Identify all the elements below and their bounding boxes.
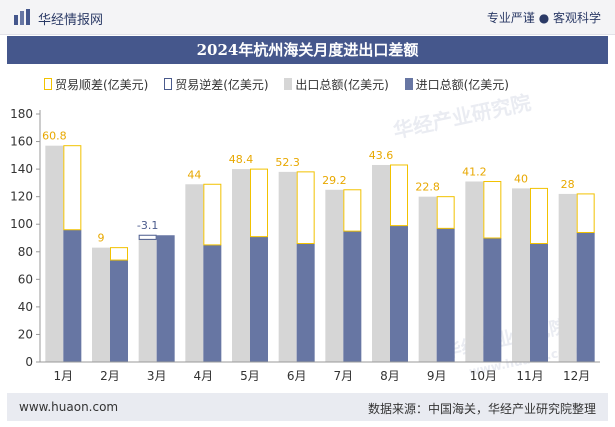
data-label: 29.2 bbox=[322, 174, 347, 187]
y-tick-label: 140 bbox=[10, 162, 33, 176]
import-bar bbox=[390, 225, 408, 362]
legend-item-export: 出口总额(亿美元) bbox=[284, 76, 389, 93]
x-tick-label: 4月 bbox=[194, 369, 214, 383]
surplus-bar bbox=[436, 196, 455, 229]
brand-logo-icon bbox=[14, 9, 30, 25]
export-bar bbox=[278, 171, 297, 362]
y-tick-label: 120 bbox=[10, 190, 33, 204]
surplus-bar bbox=[483, 181, 502, 239]
bars-layer: 60.8 9 -3.1 44 48.4 52.3 29.2 43.6 22.8 41.2 40 28 bbox=[42, 130, 595, 362]
data-label: 52.3 bbox=[275, 156, 300, 169]
x-tick-label: 1月 bbox=[54, 369, 74, 383]
axes-layer: 0 20 40 60 80 100 120 140 160 180 1月 2月 3月 4月 5月 6月 7月 8月… bbox=[10, 107, 600, 383]
header-bar: 华经情报网 专业严谨 ● 客观科学 bbox=[0, 0, 615, 35]
chart-legend: 贸易顺差(亿美元) 贸易逆差(亿美元) 出口总额(亿美元) 进口总额(亿美元) bbox=[44, 76, 521, 92]
y-tick-label: 40 bbox=[18, 300, 33, 314]
y-tick-label: 180 bbox=[10, 107, 33, 121]
export-bar bbox=[372, 164, 390, 362]
legend-swatch-export bbox=[284, 78, 293, 90]
data-label: 28 bbox=[561, 178, 575, 191]
x-tick-label: 2月 bbox=[100, 369, 120, 383]
legend-item-import: 进口总额(亿美元) bbox=[404, 76, 509, 93]
legend-swatch-deficit bbox=[164, 78, 173, 90]
brand-name: 华经情报网 bbox=[38, 13, 104, 28]
x-tick-label: 6月 bbox=[287, 369, 307, 383]
legend-label-surplus: 贸易顺差(亿美元) bbox=[55, 78, 149, 92]
tagline: 专业严谨 ● 客观科学 bbox=[486, 11, 601, 25]
export-bar bbox=[465, 181, 484, 362]
export-bar bbox=[232, 169, 250, 362]
y-tick-label: 100 bbox=[10, 217, 33, 231]
import-bar bbox=[530, 243, 548, 362]
watermark-text: 华经产业研究院 bbox=[391, 90, 533, 143]
x-tick-label: 3月 bbox=[147, 369, 167, 383]
export-bar bbox=[92, 247, 110, 362]
export-bar bbox=[185, 184, 204, 362]
import-bar bbox=[110, 260, 128, 362]
x-tick-label: 9月 bbox=[427, 369, 447, 383]
export-bar bbox=[45, 145, 64, 362]
y-tick-label: 60 bbox=[18, 272, 33, 286]
export-bar bbox=[558, 193, 577, 362]
surplus-bar bbox=[250, 168, 268, 238]
bar-chart: 华经产业研究院 华经产业研究院 www.huaon.com 60.89-3.14… bbox=[10, 90, 600, 383]
x-tick-label: 8月 bbox=[380, 369, 400, 383]
import-bar bbox=[483, 238, 502, 362]
deficit-bar bbox=[138, 234, 157, 240]
surplus-bar bbox=[530, 187, 548, 245]
export-bar bbox=[325, 189, 344, 362]
x-tick-label: 5月 bbox=[240, 369, 260, 383]
legend-label-deficit: 贸易逆差(亿美元) bbox=[175, 78, 269, 92]
data-label: 40 bbox=[514, 172, 528, 185]
surplus-bar bbox=[343, 189, 362, 232]
data-label: 43.6 bbox=[369, 149, 394, 162]
surplus-bar bbox=[203, 183, 222, 246]
legend-item-deficit: 贸易逆差(亿美元) bbox=[164, 76, 269, 93]
x-tick-label: 12月 bbox=[563, 369, 590, 383]
footer-url: www.huaon.com bbox=[19, 400, 119, 414]
surplus-bar bbox=[63, 145, 82, 231]
surplus-bar bbox=[390, 164, 408, 227]
import-bar bbox=[250, 236, 268, 362]
y-tick-label: 80 bbox=[18, 245, 33, 259]
x-tick-label: 11月 bbox=[516, 369, 543, 383]
import-bar bbox=[576, 232, 595, 362]
import-bar bbox=[63, 229, 82, 362]
import-bar bbox=[156, 235, 175, 362]
x-tick-label: 10月 bbox=[470, 369, 497, 383]
legend-swatch-import bbox=[404, 78, 413, 90]
y-tick-label: 0 bbox=[25, 355, 33, 369]
surplus-bar bbox=[296, 171, 315, 245]
surplus-bar bbox=[576, 193, 595, 233]
chart-title: 2024年杭州海关月度进出口差额 bbox=[196, 41, 419, 59]
import-bar bbox=[343, 231, 362, 362]
data-label: 22.8 bbox=[415, 181, 440, 194]
data-label: 60.8 bbox=[42, 130, 67, 143]
legend-label-export: 出口总额(亿美元) bbox=[295, 78, 389, 92]
surplus-bar bbox=[110, 247, 128, 261]
data-label: 48.4 bbox=[229, 153, 254, 166]
data-label: 9 bbox=[98, 232, 105, 245]
legend-swatch-surplus bbox=[44, 78, 52, 90]
data-label: -3.1 bbox=[137, 219, 158, 232]
legend-label-import: 进口总额(亿美元) bbox=[415, 78, 509, 92]
x-tick-label: 7月 bbox=[334, 369, 354, 383]
export-bar bbox=[418, 196, 437, 362]
import-bar bbox=[296, 243, 315, 362]
export-bar bbox=[138, 239, 157, 362]
title-bar: 2024年杭州海关月度进出口差额 bbox=[7, 36, 608, 64]
legend-item-surplus: 贸易顺差(亿美元) bbox=[44, 76, 148, 93]
export-bar bbox=[512, 188, 530, 362]
footer-bar: www.huaon.com 数据来源：中国海关，华经产业研究院整理 bbox=[7, 393, 608, 421]
data-label: 44 bbox=[187, 168, 201, 181]
import-bar bbox=[436, 228, 455, 362]
import-bar bbox=[203, 244, 222, 362]
footer-source: 数据来源：中国海关，华经产业研究院整理 bbox=[367, 402, 596, 416]
data-label: 41.2 bbox=[462, 166, 487, 179]
y-tick-label: 20 bbox=[18, 327, 33, 341]
y-tick-label: 160 bbox=[10, 135, 33, 149]
